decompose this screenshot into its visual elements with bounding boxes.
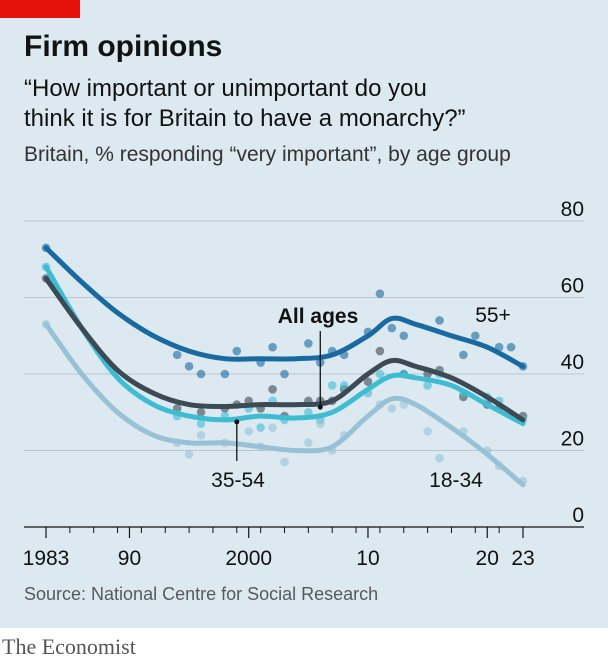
data-point-series-1 (375, 346, 385, 356)
data-point-series-1 (363, 377, 373, 386)
data-point-series-0 (196, 369, 206, 379)
y-tick-label: 40 (561, 351, 584, 374)
data-point-series-3 (435, 453, 444, 463)
data-point-series-3 (184, 450, 194, 459)
trend-line-series-1 (43, 275, 526, 423)
data-point-series-2 (196, 419, 206, 429)
y-tick-label: 20 (561, 428, 584, 451)
data-point-series-2 (423, 381, 432, 390)
data-point-series-0 (184, 362, 194, 371)
label-35-54: 35-54 (211, 469, 265, 492)
source-note: Source: National Centre for Social Resea… (24, 584, 379, 604)
chart-panel: Firm opinions “How important or unimport… (0, 0, 608, 628)
data-point-series-0 (172, 350, 182, 360)
data-point-series-0 (459, 350, 468, 360)
chart-subtitle-line-1: “How important or unimportant do you (24, 75, 427, 102)
chart-description: Britain, % responding “very important”, … (24, 143, 511, 166)
x-tick-label: 20 (476, 547, 499, 570)
label-55-plus: 55+ (475, 304, 511, 327)
data-point-series-0 (220, 369, 230, 379)
data-point-series-2 (375, 369, 385, 379)
label-18-34: 18-34 (429, 469, 483, 492)
x-tick-label: 1983 (23, 547, 70, 570)
data-point-series-0 (387, 323, 397, 333)
data-point-series-3 (280, 457, 289, 467)
data-point-series-3 (244, 427, 254, 436)
y-tick-label: 60 (561, 275, 584, 298)
y-tick-label: 80 (561, 198, 584, 221)
label-all-ages: All ages (278, 305, 359, 328)
economist-logo: The Economist (2, 634, 136, 659)
data-point-series-3 (315, 419, 325, 429)
trend-line-series-3 (43, 321, 526, 488)
data-point-series-0 (304, 339, 313, 348)
data-point-series-3 (423, 427, 432, 436)
data-point-series-0 (435, 316, 444, 325)
brand-red-tag (0, 0, 80, 18)
data-point-series-0 (268, 342, 277, 352)
data-point-series-1 (268, 385, 277, 394)
chart-title: Firm opinions (24, 30, 223, 63)
line-chart: 80 60 40 20 0 1983 90 2000 10 20 23 55+ All ages 35-… (23, 198, 584, 570)
data-point-series-2 (256, 423, 265, 432)
data-point-series-3 (268, 423, 277, 432)
trend-line-series-2 (43, 264, 526, 427)
data-point-series-3 (196, 430, 206, 440)
data-point-series-0 (375, 289, 385, 298)
data-point-series-0 (280, 369, 289, 379)
chart-subtitle-line-2: think it is for Britain to have a monarc… (24, 105, 466, 132)
data-point-series-0 (471, 331, 480, 341)
trend-lines-layer (43, 245, 526, 488)
data-point-series-2 (339, 381, 349, 390)
y-tick-label: 0 (572, 504, 584, 527)
data-point-series-0 (506, 342, 516, 352)
trend-line-series-0 (43, 245, 526, 369)
x-tick-label: 2000 (225, 547, 272, 570)
data-point-series-0 (232, 346, 242, 356)
x-tick-label: 10 (356, 547, 379, 570)
data-point-series-2 (327, 381, 337, 390)
annotation-layer: 55+ All ages 35-54 18-34 (211, 304, 511, 492)
data-point-series-3 (304, 438, 313, 448)
x-tick-label: 90 (118, 547, 141, 570)
grid-layer: 80 60 40 20 0 1983 90 2000 10 20 23 (23, 198, 584, 570)
leader-dot-35-54 (234, 419, 240, 425)
data-point-series-0 (399, 331, 409, 341)
x-tick-label: 23 (511, 547, 534, 570)
leader-dot-all-ages (317, 404, 323, 410)
data-point-series-2 (304, 407, 313, 417)
data-point-series-1 (196, 407, 206, 417)
data-point-series-3 (387, 404, 397, 413)
